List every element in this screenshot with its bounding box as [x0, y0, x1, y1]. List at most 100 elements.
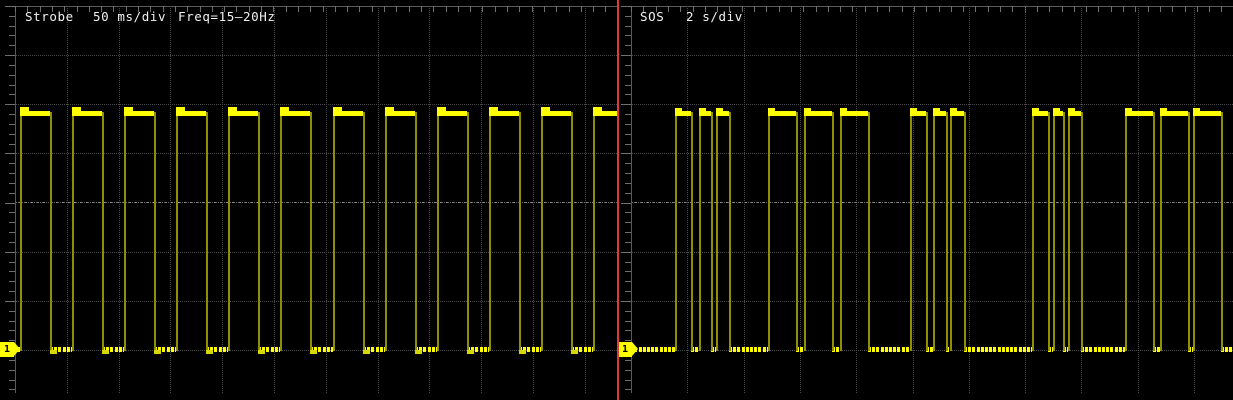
axis-center-tick	[208, 202, 210, 203]
axis-center-tick	[1141, 202, 1143, 203]
waveform-baseline-segment	[663, 347, 667, 352]
axis-line-top	[631, 6, 1233, 7]
waveform-baseline-segment	[379, 347, 383, 352]
waveform-baseline-segment	[1089, 347, 1093, 352]
axis-tick-x	[569, 6, 570, 12]
waveform-baseline-segment	[659, 347, 663, 352]
axis-center-tick	[824, 202, 826, 203]
axis-tick-x	[544, 6, 545, 12]
waveform-baseline-segment	[968, 347, 972, 352]
axis-tick-y	[625, 281, 631, 282]
channel-marker-1-left[interactable]: 1	[0, 342, 20, 357]
axis-center-tick	[708, 202, 710, 203]
axis-center-tick	[355, 202, 357, 203]
axis-center-tick	[550, 202, 552, 203]
waveform-rising-edge	[675, 112, 677, 351]
axis-tick-x	[1197, 6, 1198, 12]
axis-tick-x	[693, 6, 694, 12]
gridline-vertical	[800, 6, 801, 393]
axis-tick-x	[64, 6, 65, 12]
waveform-high-segment	[176, 111, 206, 116]
axis-center-tick	[885, 202, 887, 203]
waveform-overshoot-spike	[280, 107, 289, 111]
axis-center-tick	[538, 202, 540, 203]
waveform-high-segment	[124, 111, 154, 116]
axis-tick-y	[5, 6, 15, 7]
waveform-baseline-segment	[876, 347, 880, 352]
waveform-rising-edge	[124, 112, 126, 351]
waveform-baseline-segment	[1157, 347, 1160, 352]
axis-center-tick	[31, 202, 33, 203]
axis-tick-x	[396, 6, 397, 12]
axis-tick-x	[1074, 6, 1075, 12]
axis-tick-y	[625, 45, 631, 46]
axis-center-tick	[56, 202, 58, 203]
axis-tick-y	[5, 301, 15, 302]
axis-center-tick	[409, 202, 411, 203]
axis-center-tick	[1025, 202, 1027, 203]
waveform-high-segment	[1053, 111, 1063, 116]
axis-center-tick	[568, 202, 570, 203]
axis-center-tick	[873, 202, 875, 203]
waveform-baseline-segment	[800, 347, 804, 352]
axis-center-tick	[495, 202, 497, 203]
scope-panel-sos[interactable]: SOS 2 s/div 1	[618, 0, 1233, 400]
waveform-baseline-segment	[897, 347, 901, 352]
axis-center-tick	[263, 202, 265, 203]
axis-tick-x	[1000, 6, 1001, 12]
waveform-baseline-segment	[836, 347, 840, 352]
waveform-high-segment	[541, 111, 571, 116]
waveform-baseline-segment	[930, 347, 933, 352]
scope-panel-strobe[interactable]: Strobe 50 ms/div Freq=15–20Hz 1	[0, 0, 617, 400]
waveform-overshoot-spike	[768, 108, 775, 112]
waveform-high-segment	[437, 111, 467, 116]
gridline-vertical	[481, 6, 482, 393]
waveform-high-segment	[1193, 111, 1221, 116]
axis-tick-x	[384, 6, 385, 12]
axis-tick-x	[593, 6, 594, 12]
waveform-baseline-segment	[436, 347, 437, 352]
axis-center-tick	[934, 202, 936, 203]
waveform-baseline-segment	[715, 347, 716, 352]
axis-center-tick	[147, 202, 149, 203]
waveform-baseline-segment	[427, 347, 431, 352]
waveform-baseline-segment	[423, 347, 427, 352]
waveform-baseline-segment	[331, 347, 333, 352]
waveform-high-segment	[385, 111, 415, 116]
axis-center-tick	[848, 202, 850, 203]
waveform-baseline-segment	[647, 347, 650, 352]
axis-tick-y	[5, 104, 15, 105]
waveform-baseline-segment	[367, 347, 371, 352]
axis-tick-y	[625, 360, 631, 361]
axis-center-tick	[1184, 202, 1186, 203]
axis-center-tick	[190, 202, 192, 203]
waveform-baseline-segment	[733, 347, 737, 352]
gridline-vertical	[326, 6, 327, 393]
axis-center-tick	[842, 202, 844, 203]
axis-tick-y	[5, 252, 15, 253]
waveform-rising-edge	[437, 112, 439, 351]
axis-center-tick	[971, 202, 973, 203]
frequency-label-left: Freq=15–20Hz	[178, 9, 276, 24]
axis-tick-x	[273, 6, 274, 12]
waveform-rising-edge	[489, 112, 491, 351]
axis-tick-x	[101, 6, 102, 12]
waveform-rising-edge	[716, 112, 718, 351]
gridline-vertical	[170, 6, 171, 393]
waveform-falling-edge	[50, 112, 52, 351]
waveform-baseline-segment	[106, 347, 110, 352]
channel-marker-1-right[interactable]: 1	[618, 342, 638, 357]
waveform-falling-edge	[1153, 112, 1155, 351]
axis-tick-x	[1012, 6, 1013, 12]
waveform-falling-edge	[1081, 112, 1083, 351]
axis-center-tick	[1007, 202, 1009, 203]
waveform-baseline-segment	[274, 347, 278, 352]
axis-center-tick	[983, 202, 985, 203]
waveform-baseline-segment	[222, 347, 226, 352]
waveform-baseline-segment	[531, 347, 535, 352]
waveform-baseline-segment	[166, 347, 170, 352]
waveform-falling-edge	[1063, 112, 1065, 351]
axis-center-tick	[86, 202, 88, 203]
axis-tick-x	[656, 6, 657, 12]
axis-center-tick	[940, 202, 942, 203]
